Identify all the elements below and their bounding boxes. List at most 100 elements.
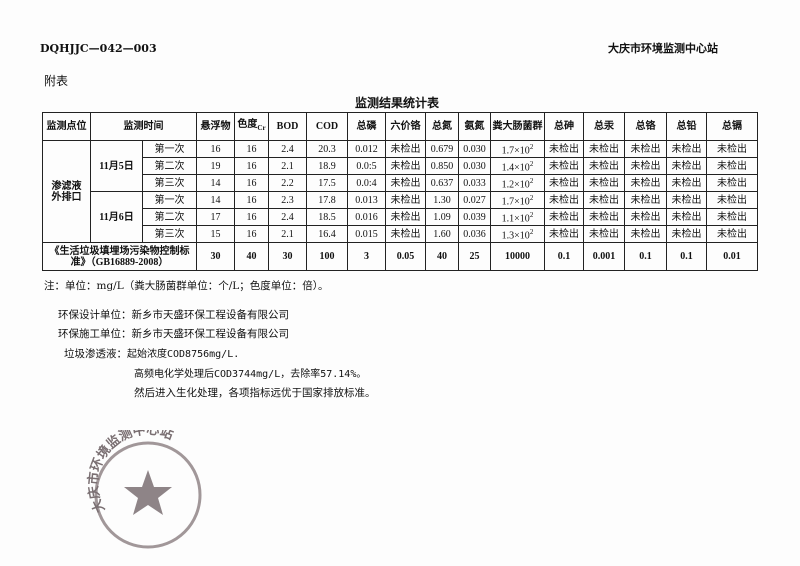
value-cell: 未检出	[544, 174, 584, 192]
value-cell: 未检出	[706, 140, 758, 158]
coliform-value: 1.7×10	[501, 145, 530, 157]
value-cell: 14	[196, 191, 235, 209]
value-cell: 未检出	[385, 140, 426, 158]
value-cell: 未检出	[544, 208, 584, 226]
table-header-row: 监测点位 监测时间 悬浮物 色度Cr BOD COD 总磷 六价铬 总氮 氨氮 粪大肠菌群 总砷 总汞总…	[42, 112, 758, 141]
value-cell: 未检出	[624, 157, 667, 175]
value-cell: 未检出	[385, 191, 426, 209]
coliform-value: 1.4×10	[501, 162, 530, 174]
column-header: BOD	[268, 112, 307, 141]
value-cell: 未检出	[666, 140, 707, 158]
value-cell: 16	[234, 174, 269, 192]
standard-value: 30	[268, 242, 307, 271]
value-cell: 未检出	[624, 174, 667, 192]
value-cell: 2.3	[268, 191, 307, 209]
value-cell: 未检出	[666, 157, 707, 175]
date-cell: 11月6日	[90, 191, 143, 243]
value-cell: 未检出	[544, 225, 584, 243]
design-unit-value: 新乡市天盛环保工程设备有限公司	[131, 309, 290, 321]
column-header: 监测点位	[42, 112, 91, 141]
standard-value: 0.01	[706, 242, 758, 271]
column-header: 粪大肠菌群	[490, 112, 545, 141]
star-icon	[124, 470, 172, 515]
exponent: 2	[529, 227, 534, 236]
value-cell: 未检出	[583, 208, 625, 226]
column-header: 总铬	[624, 112, 667, 141]
column-header: 悬浮物	[196, 112, 235, 141]
value-cell: 2.4	[268, 208, 307, 226]
svg-text:大庆市环境监测中心站: 大庆市环境监测中心站	[85, 430, 175, 515]
table-row: 第二次 19 16 2.1 18.9 0.0:5 未检出 0.850 0.030 1.4×102 未…	[43, 157, 758, 175]
value-cell: 1.09	[425, 208, 459, 226]
value-cell: 2.4	[268, 140, 307, 158]
leachate-treated: 高频电化学处理后COD3744mg/L，去除率57.14%。	[134, 369, 367, 380]
standard-value: 0.001	[583, 242, 625, 271]
table-row: 渗滤液外排口 11月5日 第一次 16 16 2.4 20.3 0.012 未检出 0.679 0.…	[42, 140, 758, 243]
run-cell: 第三次	[142, 225, 197, 243]
value-cell: 14	[196, 174, 235, 192]
value-cell: 未检出	[666, 208, 707, 226]
value-cell: 0.030	[458, 157, 491, 175]
value-cell: 未检出	[624, 191, 667, 209]
design-unit: 环保设计单位：新乡市天盛环保工程设备有限公司	[58, 307, 289, 322]
standard-value: 40	[425, 242, 459, 271]
value-cell: 0.679	[425, 140, 459, 158]
value-cell: 1.7×102	[490, 140, 545, 158]
value-cell: 0.036	[458, 225, 491, 243]
unit-note: 注：单位：mg/L（粪大肠菌群单位：个/L；色度单位：倍）。	[44, 280, 329, 292]
column-header: 氨氮	[458, 112, 491, 141]
standard-value: 3	[347, 242, 386, 271]
leachate-label: 垃圾渗透液：	[64, 348, 127, 360]
design-unit-label: 环保设计单位：	[58, 309, 132, 321]
column-header: 总氮	[425, 112, 459, 141]
value-cell: 未检出	[624, 208, 667, 226]
cod-label: 色度	[237, 119, 258, 130]
table-row: 第三次 15 16 2.1 16.4 0.015 未检出 1.60 0.036 1.3×102 未检…	[43, 225, 758, 243]
value-cell: 未检出	[706, 191, 758, 209]
exponent: 2	[529, 159, 534, 168]
value-cell: 未检出	[666, 191, 707, 209]
value-cell: 16	[234, 225, 269, 243]
table-row: 第三次 14 16 2.2 17.5 0.0:4 未检出 0.637 0.033 1.2×102 未…	[43, 174, 758, 192]
value-cell: 0.012	[347, 140, 386, 158]
value-cell: 未检出	[583, 174, 625, 192]
value-cell: 2.2	[268, 174, 307, 192]
standard-value: 0.1	[624, 242, 667, 271]
exponent: 2	[529, 210, 534, 219]
column-header: 总镉	[706, 112, 758, 141]
value-cell: 未检出	[583, 191, 625, 209]
column-header: 六价铬	[385, 112, 426, 141]
value-cell: 未检出	[583, 140, 625, 158]
exponent: 2	[529, 193, 534, 202]
value-cell: 16	[196, 140, 235, 158]
value-cell: 未检出	[706, 208, 758, 226]
value-cell: 0.637	[425, 174, 459, 192]
value-cell: 未检出	[583, 157, 625, 175]
column-header: 总汞	[583, 112, 625, 141]
value-cell: 2.1	[268, 225, 307, 243]
standard-label: 《生活垃圾填埋场污染物控制标准》（GB16889-2008）	[42, 242, 197, 271]
site-cell: 渗滤液外排口	[42, 140, 91, 243]
standard-value: 0.05	[385, 242, 426, 271]
value-cell: 0.0:5	[347, 157, 386, 175]
value-cell: 18.5	[306, 208, 348, 226]
column-header: 总铅	[666, 112, 707, 141]
value-cell: 未检出	[544, 157, 584, 175]
value-cell: 0.015	[347, 225, 386, 243]
coliform-value: 1.1×10	[501, 213, 530, 225]
value-cell: 0.033	[458, 174, 491, 192]
coliform-value: 1.7×10	[501, 196, 530, 208]
value-cell: 1.30	[425, 191, 459, 209]
run-cell: 第二次	[142, 208, 197, 226]
column-header: 总磷	[347, 112, 386, 141]
value-cell: 0.016	[347, 208, 386, 226]
standard-value: 0.1	[544, 242, 584, 271]
document-code: DQHJJC—042—003	[40, 42, 157, 55]
run-cell: 第一次	[142, 191, 197, 209]
column-header: 监测时间	[90, 112, 197, 141]
exponent: 2	[529, 142, 534, 151]
value-cell: 16	[234, 191, 269, 209]
column-header: COD	[306, 112, 348, 141]
value-cell: 未检出	[544, 140, 584, 158]
value-cell: 0.013	[347, 191, 386, 209]
